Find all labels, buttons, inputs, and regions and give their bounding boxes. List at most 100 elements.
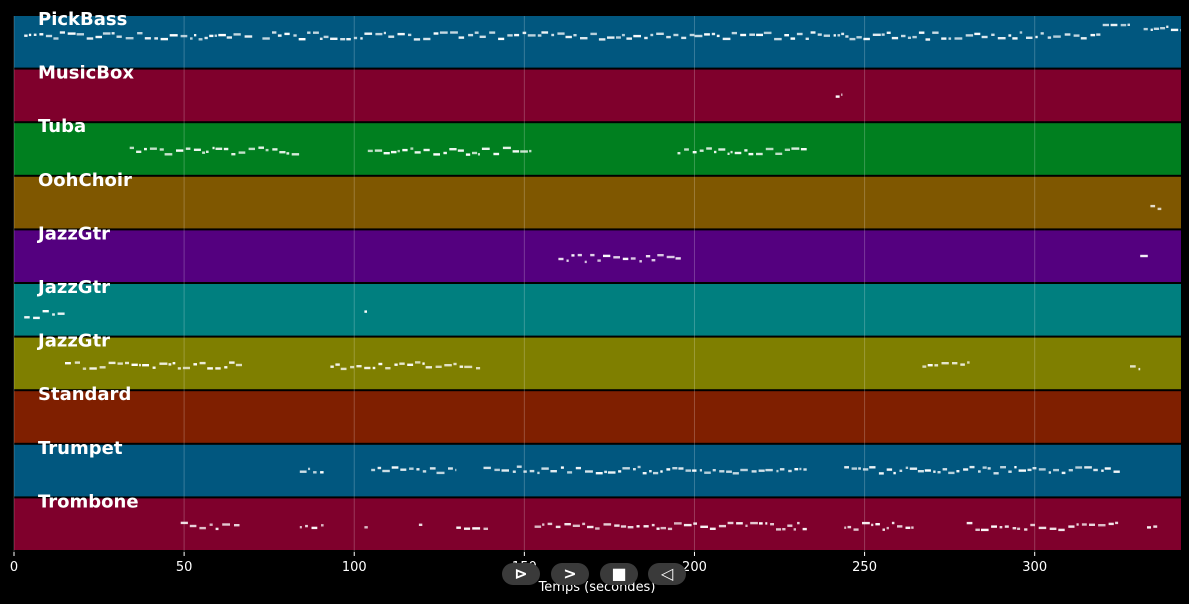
- note: [875, 523, 880, 526]
- track-band: [14, 16, 1181, 68]
- note: [732, 472, 739, 475]
- note: [644, 36, 648, 40]
- note: [458, 36, 465, 39]
- note: [209, 523, 213, 526]
- rewind-button[interactable]: ◁: [648, 563, 686, 585]
- note: [948, 471, 955, 475]
- note: [912, 35, 917, 39]
- track-2: MusicBox: [14, 63, 1181, 122]
- note: [858, 467, 861, 470]
- playback-controls: ⊳ > ■ ◁: [502, 563, 688, 587]
- note-segment: [180, 521, 240, 531]
- note: [169, 34, 178, 37]
- note: [575, 466, 581, 470]
- note: [414, 151, 421, 154]
- forward-button[interactable]: >: [551, 563, 589, 585]
- note: [653, 471, 659, 475]
- note: [678, 467, 684, 470]
- note: [477, 153, 480, 156]
- note: [1089, 523, 1095, 526]
- note: [1068, 469, 1073, 472]
- note: [765, 147, 774, 151]
- note: [397, 32, 405, 36]
- note: [139, 363, 141, 367]
- note: [776, 528, 782, 531]
- note: [413, 38, 421, 41]
- note: [622, 467, 630, 470]
- note: [204, 36, 208, 40]
- note: [1004, 525, 1009, 528]
- note: [136, 150, 142, 153]
- note: [371, 468, 376, 472]
- note: [522, 31, 527, 35]
- note: [108, 361, 116, 365]
- note: [308, 467, 311, 471]
- note: [65, 362, 71, 365]
- note: [1047, 36, 1052, 39]
- note: [566, 259, 569, 262]
- note: [558, 257, 564, 261]
- note: [455, 468, 457, 472]
- note: [493, 152, 500, 156]
- note: [224, 366, 228, 369]
- note: [948, 37, 952, 40]
- track-label: JazzGtr: [36, 277, 110, 298]
- note-segment: [299, 524, 324, 530]
- note: [1160, 27, 1166, 30]
- track-label: JazzGtr: [36, 331, 110, 352]
- note-segment: [881, 31, 1101, 41]
- note-segment: [483, 465, 540, 475]
- note: [291, 153, 300, 156]
- note: [144, 37, 151, 40]
- note: [770, 523, 774, 526]
- track-band: [14, 444, 1181, 497]
- note: [692, 151, 697, 154]
- note: [391, 466, 399, 469]
- note: [199, 361, 206, 365]
- note: [719, 470, 725, 473]
- note: [459, 365, 464, 368]
- note: [805, 37, 809, 40]
- note: [364, 526, 368, 529]
- note: [978, 470, 981, 473]
- note: [520, 150, 528, 153]
- note: [52, 313, 55, 316]
- note: [258, 146, 264, 149]
- note: [382, 469, 390, 473]
- note: [791, 147, 800, 150]
- note: [863, 37, 870, 41]
- play-button[interactable]: ⊳: [502, 563, 540, 585]
- note: [164, 153, 173, 156]
- note: [782, 528, 786, 531]
- note: [313, 31, 319, 34]
- stop-button[interactable]: ■: [600, 563, 638, 585]
- note: [397, 149, 400, 153]
- note: [642, 472, 647, 475]
- note: [279, 151, 286, 154]
- note: [450, 31, 458, 34]
- note: [1027, 468, 1032, 472]
- note: [1138, 367, 1141, 371]
- note: [699, 469, 702, 472]
- note: [1081, 523, 1087, 526]
- note: [125, 37, 134, 40]
- note: [498, 37, 505, 41]
- note: [320, 471, 324, 474]
- note: [844, 526, 847, 529]
- track-8: Standard: [14, 384, 1181, 443]
- note: [706, 147, 712, 150]
- note: [215, 527, 219, 531]
- note: [571, 254, 575, 257]
- note: [425, 366, 432, 369]
- note: [1049, 527, 1057, 530]
- note: [905, 526, 911, 529]
- note-segment: [262, 31, 542, 41]
- note: [1017, 527, 1021, 530]
- track-label: Standard: [38, 384, 131, 405]
- note: [784, 148, 790, 151]
- x-tick-label: 100: [342, 560, 367, 575]
- note-segment: [534, 521, 807, 531]
- note: [407, 363, 414, 366]
- note: [1048, 471, 1051, 474]
- note: [202, 151, 206, 154]
